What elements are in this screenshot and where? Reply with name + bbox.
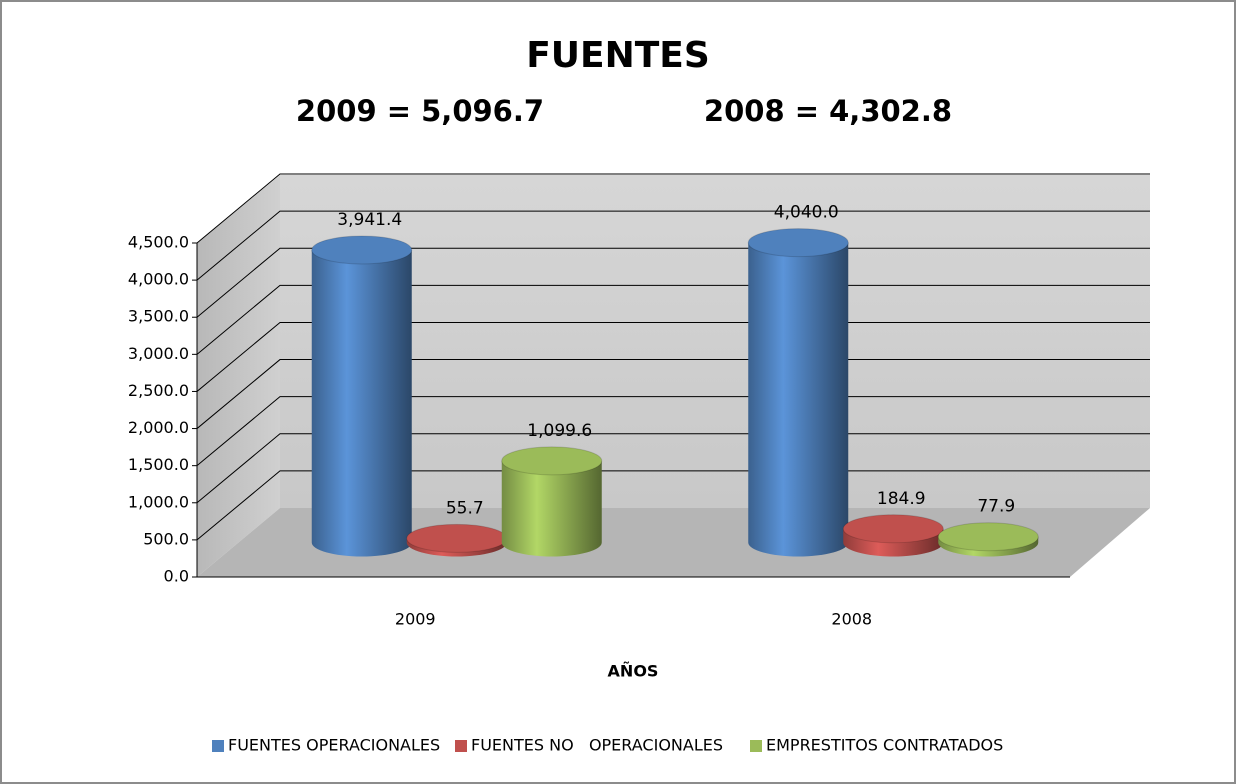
y-tick-label: 4,000.0: [128, 270, 189, 289]
bar-top: [842, 514, 944, 544]
legend-swatch: [750, 740, 762, 752]
bar-top: [311, 235, 413, 265]
value-label: 55.7: [446, 498, 484, 518]
grid-line: [196, 396, 1150, 467]
grid-line: [196, 470, 1150, 541]
grid-line: [196, 284, 1150, 355]
value-label: 1,099.6: [527, 421, 592, 441]
chart-title: FUENTES: [526, 35, 710, 76]
grid-line: [196, 321, 1150, 392]
y-tick-label: 3,500.0: [128, 307, 189, 326]
legend-swatch: [455, 740, 467, 752]
grid-line: [196, 359, 1150, 429]
subtitle: 2008 = 4,302.8: [704, 94, 952, 128]
bar: [501, 460, 602, 557]
legend-label: FUENTES NO OPERACIONALES: [471, 736, 723, 755]
x-tick-label: 2008: [831, 610, 872, 629]
y-tick-label: 3,000.0: [128, 344, 189, 363]
grid-line: [196, 433, 1150, 504]
y-tick-label: 0.0: [164, 567, 189, 586]
grid-line: [196, 173, 1150, 244]
x-tick-label: 2009: [395, 610, 436, 629]
y-tick-label: 4,500.0: [128, 233, 189, 252]
value-label: 184.9: [877, 489, 926, 509]
y-tick-label: 1,000.0: [128, 492, 189, 511]
legend-label: EMPRESTITOS CONTRATADOS: [766, 736, 1003, 755]
x-axis-label: AÑOS: [608, 662, 659, 681]
value-label: 77.9: [977, 497, 1015, 517]
bar-top: [501, 446, 603, 476]
y-tick-label: 2,000.0: [128, 418, 189, 437]
bar-top: [747, 228, 849, 258]
value-label: 3,941.4: [337, 210, 402, 230]
y-tick-label: 500.0: [143, 529, 189, 548]
legend-swatch: [212, 740, 224, 752]
bar-top: [406, 523, 508, 553]
y-tick-label: 2,500.0: [128, 381, 189, 400]
y-tick-label: 1,500.0: [128, 455, 189, 474]
grid-line: [196, 247, 1150, 318]
grid-line: [196, 210, 1150, 281]
subtitle: 2009 = 5,096.7: [296, 94, 544, 128]
legend-label: FUENTES OPERACIONALES: [228, 736, 440, 755]
bar-top: [937, 522, 1039, 552]
bar: [311, 249, 412, 557]
side-wall: [197, 175, 280, 577]
value-label: 4,040.0: [774, 203, 839, 223]
bar: [748, 242, 849, 557]
back-wall: [280, 175, 1150, 508]
